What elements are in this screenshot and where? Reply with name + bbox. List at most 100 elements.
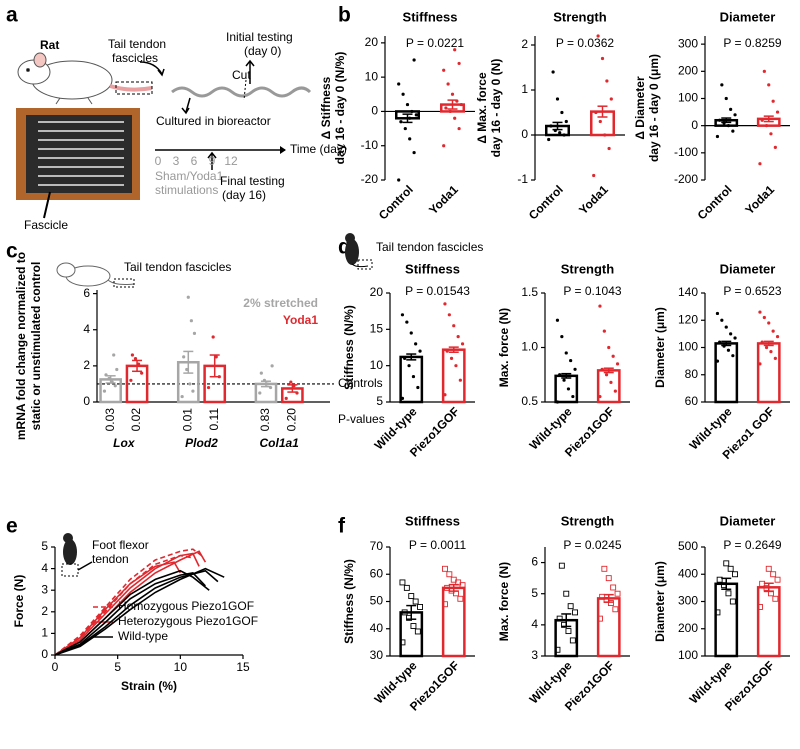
data-point (400, 396, 405, 400)
data-point (716, 576, 723, 583)
data-point (140, 371, 144, 375)
data-point (182, 355, 186, 359)
y-tick-label: 5 (376, 394, 383, 408)
p-value: P = 0.8259 (723, 36, 781, 50)
data-point (718, 340, 722, 344)
x-tick-label: 10 (174, 660, 188, 674)
data-point (442, 601, 448, 608)
data-point (615, 362, 620, 366)
label: (day 0) (244, 44, 281, 58)
data-point (186, 295, 190, 299)
data-point (775, 335, 780, 339)
data-point (607, 345, 611, 350)
y-tick-label: 300 (678, 36, 698, 50)
data-point (191, 389, 195, 393)
p-value: P = 0.1043 (563, 284, 621, 298)
data-point (605, 79, 609, 83)
data-point (408, 137, 412, 141)
data-point (129, 378, 133, 382)
data-point (411, 374, 416, 379)
data-point (729, 107, 733, 111)
y-tick-label: 6 (83, 286, 90, 300)
y-axis-label: day 16 - day 0 (N) (489, 59, 503, 158)
y-tick-label: -200 (674, 172, 698, 186)
data-point (567, 603, 574, 610)
data-point (457, 126, 461, 131)
data-point (600, 56, 605, 61)
data-point (732, 571, 738, 578)
data-point (597, 615, 603, 622)
data-point (450, 576, 457, 583)
data-point (258, 391, 262, 395)
x-tick-label: Plod2 (185, 436, 218, 450)
data-point (442, 565, 448, 572)
data-point (609, 380, 613, 384)
arrowhead (181, 107, 190, 115)
data-point (725, 590, 732, 597)
y-axis-label: Δ Max. force (475, 72, 489, 144)
data-point (444, 106, 448, 110)
note: Tail tendon fascicles (376, 240, 483, 254)
data-point (112, 353, 116, 357)
y-axis-label: Max. force (N) (497, 308, 511, 387)
data-point (560, 110, 564, 115)
data-point (403, 584, 410, 591)
cut-mark (243, 79, 247, 101)
data-point (452, 324, 456, 328)
data-point (399, 639, 406, 646)
data-point (556, 615, 563, 622)
data-point (407, 364, 411, 368)
data-point (399, 120, 403, 124)
y-axis-label: Diameter (μm) (653, 307, 667, 388)
p-value: 0.02 (129, 408, 143, 432)
arrowhead (245, 59, 255, 67)
arrowhead (207, 151, 217, 159)
y-axis-label: static or unstimulated control (29, 262, 43, 431)
y-axis-label: day 16 - day 0 (N/%) (333, 52, 347, 165)
arrowhead (157, 68, 165, 77)
data-point (458, 378, 462, 382)
mouse-icon (345, 233, 373, 270)
x-tick-label: Control (376, 182, 416, 222)
data-point (259, 371, 263, 375)
y-tick-label: 200 (678, 621, 698, 635)
y-tick-label: 2 (521, 37, 528, 51)
p-value: 0.01 (180, 408, 194, 432)
legend-label: 2% stretched (243, 296, 318, 310)
data-point (555, 97, 560, 101)
panel-letter: b (338, 4, 351, 27)
x-tick-label: 5 (114, 660, 121, 674)
label: Time (day) (290, 142, 347, 156)
y-tick-label: 4 (531, 617, 538, 631)
p-value: P = 0.6523 (723, 284, 781, 298)
data-point (594, 110, 598, 115)
data-point (714, 609, 721, 616)
bar (714, 342, 739, 404)
y-axis-label: day 16 - day 0 (μm) (647, 54, 661, 162)
data-point (764, 345, 769, 350)
x-tick-label: Control (695, 182, 735, 222)
data-point (445, 349, 449, 353)
data-point (551, 70, 555, 74)
data-point (397, 178, 401, 182)
y-tick-label: 30 (370, 648, 384, 662)
data-point (409, 331, 413, 335)
data-point (188, 382, 192, 386)
x-tick-label: Col1a1 (259, 436, 299, 450)
data-point (726, 348, 731, 352)
bar (399, 355, 424, 404)
data-point (760, 340, 764, 344)
data-point (289, 380, 293, 384)
y-tick-label: 100 (678, 648, 698, 662)
data-point (418, 349, 422, 353)
data-point (596, 34, 600, 38)
y-tick-label: 200 (678, 63, 698, 77)
data-point (767, 83, 771, 87)
data-point (444, 584, 451, 591)
data-point (410, 623, 417, 629)
note: tendon (92, 552, 129, 566)
y-tick-label: 100 (678, 91, 698, 105)
label: Final testing (220, 174, 285, 188)
y-tick-label: 500 (678, 539, 698, 553)
